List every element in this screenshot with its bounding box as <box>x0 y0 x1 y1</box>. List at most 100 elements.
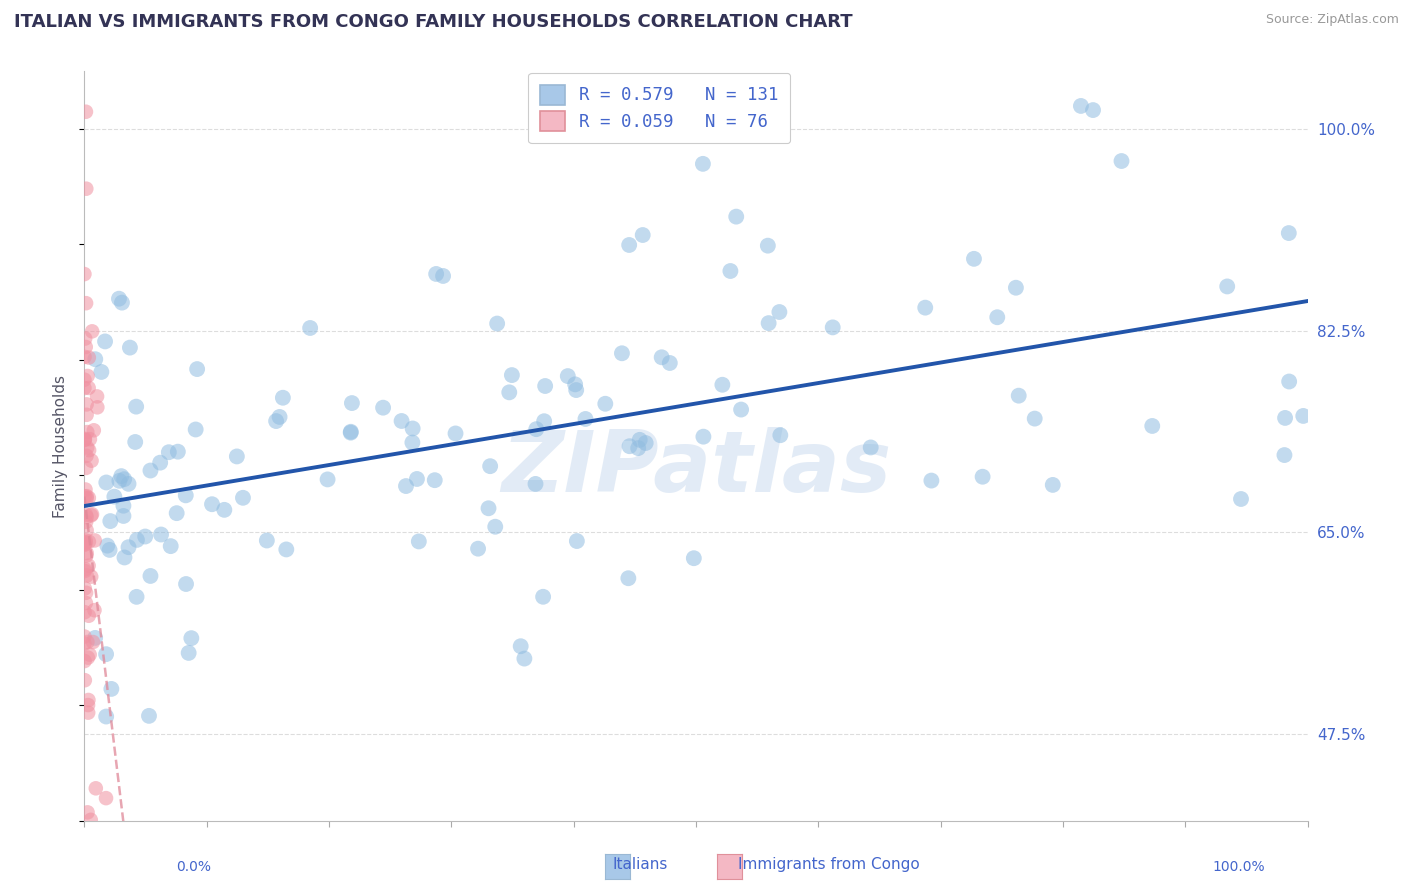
Point <box>718 264 741 278</box>
Point <box>117 476 139 491</box>
Point <box>166 444 188 458</box>
Point <box>112 499 135 513</box>
Point <box>76 489 98 503</box>
Point <box>75 549 97 563</box>
Point <box>1005 281 1028 295</box>
Point <box>73 432 96 446</box>
Point <box>634 436 657 450</box>
Point <box>75 586 97 600</box>
Point <box>264 414 287 428</box>
Point <box>401 435 423 450</box>
Point <box>76 425 98 439</box>
Point <box>73 433 96 447</box>
Point <box>574 412 596 426</box>
Point <box>73 350 96 364</box>
Point <box>77 491 100 505</box>
Point <box>80 508 103 523</box>
Point <box>711 377 734 392</box>
Point <box>139 569 162 583</box>
Y-axis label: Family Households: Family Households <box>53 375 69 517</box>
Point <box>509 639 531 653</box>
Point <box>166 506 188 520</box>
Point <box>73 267 96 281</box>
Point <box>299 321 322 335</box>
Point <box>631 227 654 242</box>
Point <box>96 475 118 490</box>
Point <box>651 351 673 365</box>
Point <box>73 636 96 650</box>
Point <box>75 483 97 497</box>
Point <box>73 673 96 688</box>
Point <box>768 305 790 319</box>
Point <box>1278 226 1301 240</box>
Point <box>371 401 394 415</box>
Point <box>214 503 236 517</box>
Text: ZIPatlas: ZIPatlas <box>501 427 891 510</box>
Point <box>1274 411 1296 425</box>
Point <box>103 490 125 504</box>
Point <box>513 651 536 665</box>
Point <box>98 542 121 557</box>
Point <box>83 533 105 548</box>
Point <box>76 408 98 422</box>
Point <box>75 596 97 610</box>
Point <box>595 397 617 411</box>
Point <box>75 515 97 529</box>
Point <box>1008 389 1031 403</box>
Point <box>1274 448 1296 462</box>
Point <box>271 391 294 405</box>
Point <box>111 295 134 310</box>
Point <box>406 472 429 486</box>
Point <box>619 439 641 453</box>
Point <box>100 681 122 696</box>
Point <box>174 488 197 502</box>
Point <box>425 267 447 281</box>
Point <box>821 320 844 334</box>
Point <box>276 542 298 557</box>
Point <box>269 409 291 424</box>
Point <box>423 473 446 487</box>
Point <box>1292 409 1315 423</box>
Point <box>484 520 506 534</box>
Point <box>769 428 792 442</box>
Point <box>180 631 202 645</box>
Point <box>533 414 555 428</box>
Point <box>1042 478 1064 492</box>
Point <box>972 469 994 483</box>
Point <box>77 381 100 395</box>
Point <box>112 508 135 523</box>
Point <box>76 805 98 820</box>
Point <box>391 414 413 428</box>
Point <box>756 238 779 252</box>
Point <box>77 534 100 549</box>
Point <box>75 533 97 548</box>
Point <box>76 635 98 649</box>
Point <box>186 362 208 376</box>
Point <box>159 539 181 553</box>
Point <box>75 508 97 522</box>
Point <box>77 706 100 720</box>
Point <box>94 647 117 661</box>
Point <box>73 535 96 549</box>
Point <box>112 472 135 486</box>
Legend: R = 0.579   N = 131, R = 0.059   N = 76: R = 0.579 N = 131, R = 0.059 N = 76 <box>529 72 790 143</box>
Point <box>94 334 117 349</box>
Point <box>628 433 651 447</box>
Point <box>486 317 509 331</box>
Point <box>75 461 97 475</box>
Point <box>477 501 499 516</box>
Point <box>184 422 207 436</box>
Point <box>524 477 547 491</box>
Point <box>1216 279 1239 293</box>
Point <box>758 316 780 330</box>
Point <box>1230 491 1253 506</box>
Point <box>498 385 520 400</box>
Point <box>149 456 172 470</box>
Point <box>692 157 714 171</box>
Point <box>150 527 173 541</box>
Point <box>201 497 224 511</box>
Point <box>730 402 752 417</box>
Point <box>75 332 97 346</box>
Point <box>225 450 247 464</box>
Point <box>76 369 98 384</box>
